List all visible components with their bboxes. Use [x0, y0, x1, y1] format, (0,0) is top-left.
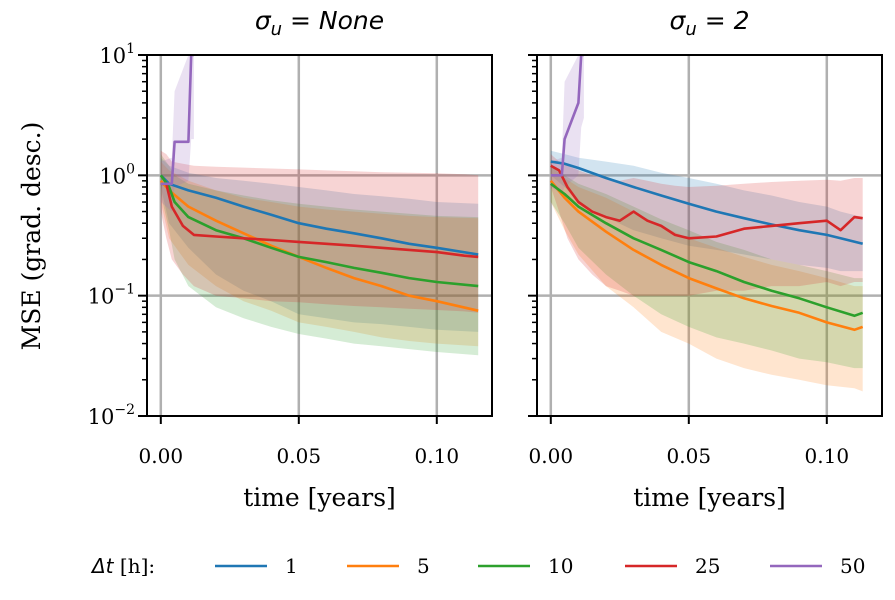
grid	[147, 55, 492, 416]
y-axis-label: MSE (grad. desc.)	[17, 122, 46, 351]
plot-area	[549, 55, 864, 392]
legend-title: Δt [h]:	[90, 554, 155, 578]
legend-item-5: 5	[347, 554, 430, 578]
line-series-50	[550, 55, 584, 177]
legend-label: 25	[695, 554, 720, 578]
legend-label: 1	[285, 554, 298, 578]
line-series-5	[549, 179, 864, 332]
legend: Δt [h]: 1 5 10 25 50	[90, 554, 865, 578]
x-tick-label: 0.10	[415, 444, 460, 468]
legend-label: 10	[548, 554, 573, 578]
band-series-5	[160, 161, 479, 347]
legend-label: 50	[840, 554, 865, 578]
panel-2: 0.00 0.05 0.10 time [years] σu = 2	[528, 6, 883, 512]
line-series-1	[550, 160, 864, 246]
y-tick-label: 10−1	[88, 282, 135, 309]
panel-title: σu = None	[255, 6, 384, 40]
legend-item-50: 50	[770, 554, 865, 578]
line-series-25	[550, 164, 863, 240]
legend-item-25: 25	[625, 554, 720, 578]
band-series-25	[160, 150, 479, 313]
band-series-50	[160, 55, 194, 212]
x-tick-label: 0.10	[805, 444, 850, 468]
band-series-1	[160, 157, 479, 332]
band-series-5	[550, 165, 863, 392]
axes-frame	[146, 54, 493, 417]
band-series-1	[550, 150, 863, 272]
grid	[537, 55, 882, 416]
legend-label: 5	[417, 554, 430, 578]
x-tick-label: 0.00	[139, 444, 184, 468]
line-series-10	[550, 182, 864, 318]
y-tick-label: 10−2	[88, 402, 135, 429]
y-tick-label: 100	[99, 161, 135, 188]
line-series-50	[160, 55, 194, 186]
band-series-50	[550, 55, 584, 194]
panel-1: 0.00 0.05 0.10 101 100 10−1 10−2 time [years] σu…	[88, 6, 493, 512]
x-tick-label: 0.05	[277, 444, 322, 468]
line-series-10	[159, 174, 479, 288]
band-series-25	[550, 154, 863, 296]
panel-title: σu = 2	[669, 6, 749, 40]
y-tick-label: 101	[99, 41, 135, 68]
axes-frame	[536, 54, 883, 417]
legend-item-10: 10	[478, 554, 573, 578]
x-axis-label: time [years]	[243, 483, 396, 512]
line-series-1	[159, 174, 479, 256]
x-tick-label: 0.05	[667, 444, 712, 468]
line-series-25	[160, 182, 479, 259]
x-axis-label: time [years]	[633, 483, 786, 512]
plot-area	[159, 55, 479, 356]
x-tick-label: 0.00	[529, 444, 574, 468]
legend-item-1: 1	[215, 554, 298, 578]
